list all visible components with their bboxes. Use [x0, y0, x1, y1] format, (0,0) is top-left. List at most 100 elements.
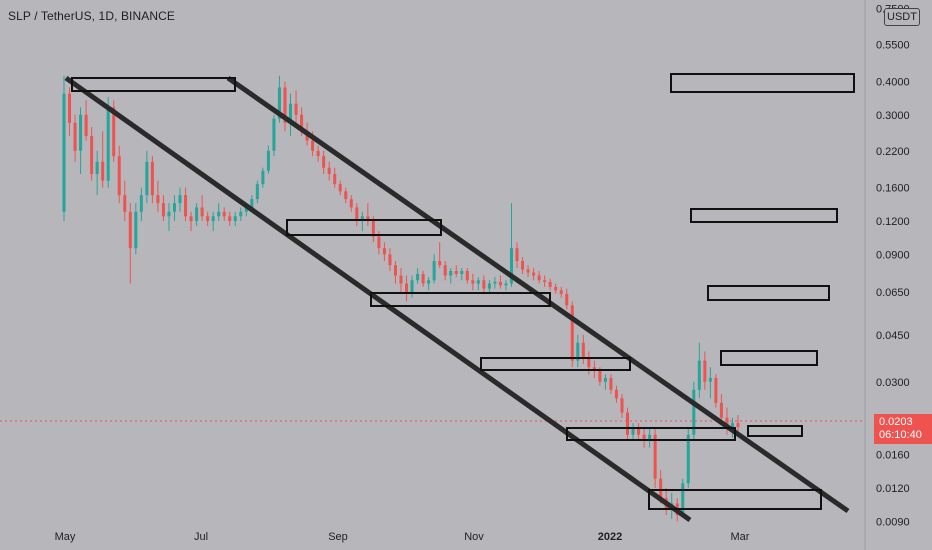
- candle-body: [537, 275, 541, 281]
- candle: [272, 114, 276, 157]
- candle: [559, 286, 563, 298]
- candle: [625, 407, 630, 442]
- candle-body: [570, 305, 574, 361]
- candle: [90, 127, 94, 181]
- x-tick-label: 2022: [598, 531, 622, 543]
- candle-body: [405, 283, 409, 293]
- candle: [427, 277, 431, 291]
- y-tick-label: 0.1600: [876, 183, 910, 195]
- candle-body: [172, 203, 177, 212]
- candle: [355, 203, 359, 226]
- candle-body: [449, 270, 453, 276]
- candle: [156, 180, 160, 212]
- candle: [570, 301, 574, 368]
- candle: [172, 195, 177, 222]
- candle-body: [543, 280, 547, 282]
- y-tick-label: 0.3000: [876, 110, 910, 122]
- candle: [106, 96, 110, 188]
- candle-body: [504, 283, 508, 286]
- candle-body: [581, 342, 585, 358]
- candle-body: [620, 398, 624, 413]
- candle-body: [410, 280, 414, 293]
- candle-body: [255, 184, 259, 200]
- target-box-3[interactable]: [707, 285, 830, 301]
- channel-lower-line[interactable]: [64, 75, 692, 523]
- candle: [460, 268, 464, 281]
- zone-box-3[interactable]: [370, 292, 551, 307]
- candle-body: [454, 270, 458, 274]
- candle: [438, 242, 442, 269]
- candle: [719, 393, 723, 424]
- candle-body: [84, 114, 88, 136]
- candle-body: [736, 423, 740, 428]
- candle: [283, 81, 287, 132]
- candle: [388, 248, 392, 271]
- candle-body: [614, 389, 618, 399]
- drawing-layer[interactable]: [64, 73, 855, 523]
- candle-body: [686, 434, 690, 484]
- candle: [195, 203, 199, 226]
- candle: [360, 211, 364, 232]
- candle-body: [217, 211, 221, 217]
- zone-box-6[interactable]: [648, 489, 822, 510]
- candle-body: [399, 275, 403, 284]
- candle: [642, 428, 646, 448]
- zone-box-1[interactable]: [71, 77, 236, 92]
- candle-body: [559, 290, 563, 294]
- candle: [117, 145, 121, 204]
- candle-body: [692, 389, 696, 435]
- target-box-2[interactable]: [690, 208, 838, 223]
- zone-box-4[interactable]: [480, 357, 631, 371]
- time-axis[interactable]: May Jul Sep Nov 2022 Mar: [55, 531, 750, 543]
- y-tick-label: 0.5500: [876, 40, 910, 52]
- candle: [139, 187, 143, 222]
- candle-body: [161, 203, 165, 217]
- channel-upper-line[interactable]: [226, 75, 850, 514]
- zone-box-5[interactable]: [566, 427, 736, 441]
- target-box-5[interactable]: [747, 425, 803, 437]
- candle-body: [625, 412, 630, 435]
- candle-body: [493, 281, 497, 284]
- candle-body: [471, 280, 475, 284]
- candle: [211, 211, 215, 232]
- candle-body: [206, 216, 210, 222]
- candle-body: [719, 402, 723, 418]
- candle-body: [714, 377, 718, 403]
- zone-box-2[interactable]: [286, 219, 442, 236]
- candle: [509, 203, 514, 287]
- x-tick-label: Nov: [464, 531, 484, 543]
- candle: [233, 211, 237, 226]
- candle: [487, 280, 491, 294]
- candle: [189, 211, 193, 232]
- candle-body: [598, 370, 602, 382]
- last-price-tag: 0.0203 06:10:40: [874, 414, 932, 444]
- candle: [327, 161, 331, 181]
- candle: [382, 242, 386, 262]
- candle-body: [393, 265, 397, 276]
- candle: [521, 256, 525, 274]
- candle: [565, 288, 569, 310]
- candle-body: [327, 167, 331, 175]
- candle: [228, 211, 232, 226]
- candle: [178, 187, 182, 212]
- candle-body: [95, 161, 99, 175]
- candle: [686, 428, 690, 489]
- candle-body: [476, 280, 480, 284]
- y-tick-label: 0.4000: [876, 76, 910, 88]
- candle: [366, 203, 370, 226]
- candle-body: [244, 207, 248, 212]
- candle: [515, 242, 519, 269]
- candle-body: [609, 377, 613, 390]
- candle-body: [521, 261, 525, 270]
- target-box-4[interactable]: [720, 350, 818, 366]
- candle-body: [355, 207, 359, 222]
- target-box-1[interactable]: [670, 73, 855, 93]
- candle: [84, 100, 88, 141]
- candle-body: [637, 428, 641, 435]
- candle-body: [277, 87, 281, 119]
- candle: [703, 351, 707, 390]
- x-tick-label: Sep: [328, 531, 348, 543]
- currency-badge[interactable]: USDT: [884, 8, 920, 26]
- candle-body: [222, 211, 226, 217]
